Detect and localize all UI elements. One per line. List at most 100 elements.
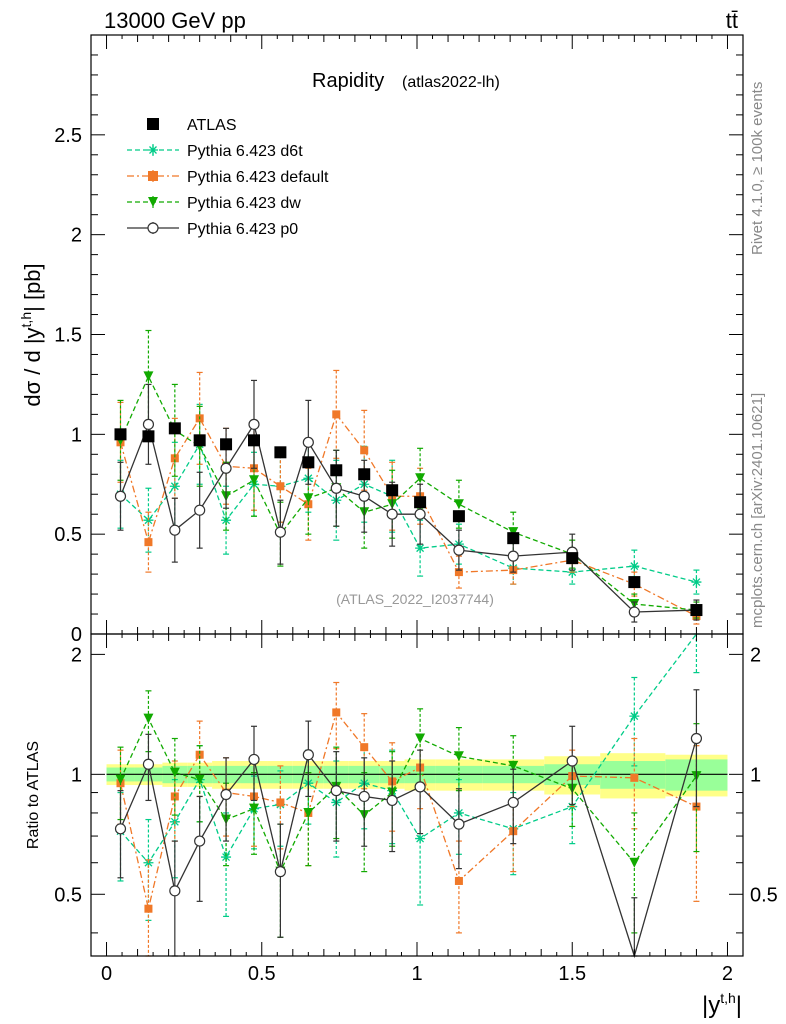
main-point-atlas bbox=[248, 434, 260, 447]
ratio-point-p0 bbox=[220, 788, 232, 801]
chart-title: Rapidity bbox=[312, 70, 384, 92]
ratio-point-p0 bbox=[142, 758, 155, 770]
main-point-p0 bbox=[248, 418, 260, 430]
ratio-point-d6t bbox=[221, 852, 232, 863]
main-point-p0 bbox=[274, 526, 286, 538]
main-point-p0 bbox=[358, 490, 370, 502]
ratio-point-dw bbox=[194, 774, 205, 785]
main-point-atlas bbox=[302, 456, 315, 469]
legend-label: Pythia 6.423 d6t bbox=[187, 143, 303, 160]
ratio-point-p0 bbox=[690, 732, 703, 745]
main-point-default bbox=[332, 410, 341, 419]
main-point-default bbox=[170, 454, 179, 463]
ratio-point-p0 bbox=[566, 755, 578, 767]
ratio-point-p0 bbox=[114, 823, 127, 835]
legend-item-p0: Pythia 6.423 p0 bbox=[127, 221, 298, 238]
main-series-d6t bbox=[115, 403, 702, 595]
ratio-y-axis-ticks bbox=[91, 653, 743, 934]
main-point-p0 bbox=[414, 508, 426, 520]
main-point-dw bbox=[453, 499, 464, 510]
main-point-atlas bbox=[566, 552, 579, 565]
legend-marker bbox=[148, 171, 158, 181]
chart-subtitle: (atlas2022-lh) bbox=[402, 74, 500, 91]
main-point-atlas bbox=[358, 468, 371, 481]
legend-marker bbox=[147, 118, 159, 130]
main-point-atlas bbox=[690, 604, 703, 617]
ratio-y-tick-label: 1 bbox=[71, 764, 82, 786]
ratio-series-dw bbox=[115, 690, 702, 938]
x-tick-label: 1.5 bbox=[558, 963, 586, 985]
legend-item-default: Pythia 6.423 default bbox=[127, 169, 329, 186]
ratio-point-d6t bbox=[415, 833, 426, 844]
main-point-p0 bbox=[220, 462, 232, 474]
y-tick-label: 0 bbox=[71, 624, 82, 646]
legend-item-atlas: ATLAS bbox=[147, 117, 237, 134]
main-line-d6t bbox=[120, 442, 697, 583]
main-point-atlas bbox=[220, 438, 233, 451]
ratio-y-tick-label: 0.5 bbox=[54, 884, 82, 906]
legend-item-d6t: Pythia 6.423 d6t bbox=[127, 143, 303, 160]
main-point-d6t bbox=[415, 543, 426, 554]
ratio-y-tick-label-right: 2 bbox=[750, 644, 761, 666]
main-point-d6t bbox=[691, 577, 702, 588]
main-point-p0 bbox=[169, 524, 181, 536]
main-point-dw bbox=[303, 493, 314, 504]
main-line-default bbox=[119, 412, 697, 617]
main-point-p0 bbox=[142, 418, 155, 430]
x-axis-ticks bbox=[106, 35, 728, 956]
x-tick-label: 2 bbox=[722, 963, 733, 985]
ratio-point-p0 bbox=[507, 796, 519, 809]
main-point-atlas bbox=[193, 434, 206, 447]
ratio-series-default bbox=[116, 681, 701, 957]
ratio-point-dw bbox=[453, 751, 464, 762]
ratio-y-tick-label-right: 1 bbox=[750, 764, 761, 786]
x-tick-label: 1 bbox=[411, 963, 422, 985]
x-tick-label: 0 bbox=[101, 963, 112, 985]
ratio-line-d6t bbox=[120, 633, 697, 864]
ratio-y-tick-label: 2 bbox=[71, 644, 82, 666]
legend-marker bbox=[148, 145, 158, 155]
ratio-y-axis-label: Ratio to ATLAS bbox=[25, 741, 42, 849]
ratio-point-dw bbox=[169, 767, 180, 778]
legend-label: Pythia 6.423 default bbox=[187, 169, 329, 186]
main-point-atlas bbox=[168, 422, 181, 435]
ratio-point-d6t bbox=[629, 711, 640, 722]
main-y-axis-ticks bbox=[91, 34, 743, 635]
main-y-axis-label: dσ / d |yt,h| [pb] bbox=[18, 263, 45, 406]
ratio-point-default bbox=[630, 773, 639, 782]
y-tick-label: 0.5 bbox=[54, 524, 82, 546]
rivet-version-label: Rivet 4.1.0, ≥ 100k events bbox=[749, 82, 766, 255]
ratio-point-p0 bbox=[358, 790, 370, 803]
ratio-point-dw bbox=[629, 857, 640, 868]
main-point-atlas bbox=[507, 532, 520, 545]
main-point-atlas bbox=[452, 510, 465, 523]
main-point-dw bbox=[249, 475, 259, 486]
legend-item-dw: Pythia 6.423 dw bbox=[127, 195, 301, 212]
ratio-point-p0 bbox=[414, 781, 426, 793]
ratio-point-default bbox=[332, 708, 341, 717]
main-point-p0 bbox=[628, 606, 640, 618]
main-point-p0 bbox=[507, 550, 519, 562]
main-point-p0 bbox=[302, 436, 314, 448]
legend-label: ATLAS bbox=[187, 117, 237, 134]
main-point-p0 bbox=[330, 482, 342, 494]
main-point-default bbox=[144, 538, 153, 547]
ratio-point-default bbox=[454, 876, 463, 885]
ratio-point-p0 bbox=[194, 835, 206, 847]
ratio-point-p0 bbox=[330, 785, 342, 797]
main-point-default bbox=[276, 482, 285, 491]
ratio-point-p0 bbox=[386, 794, 398, 807]
svg-text:dσ / d |yt,h| [pb]: dσ / d |yt,h| [pb] bbox=[18, 263, 45, 406]
analysis-watermark: (ATLAS_2022_I2037744) bbox=[336, 591, 494, 607]
main-point-d6t bbox=[629, 561, 640, 572]
main-point-p0 bbox=[194, 504, 206, 516]
x-axis-label: |yt,h| bbox=[702, 990, 742, 1019]
main-point-p0 bbox=[453, 544, 465, 556]
ratio-point-default bbox=[360, 743, 369, 752]
main-point-atlas bbox=[628, 576, 641, 589]
ratio-point-p0 bbox=[453, 818, 465, 830]
ratio-point-dw bbox=[143, 713, 154, 724]
ratio-point-dw bbox=[415, 733, 426, 744]
